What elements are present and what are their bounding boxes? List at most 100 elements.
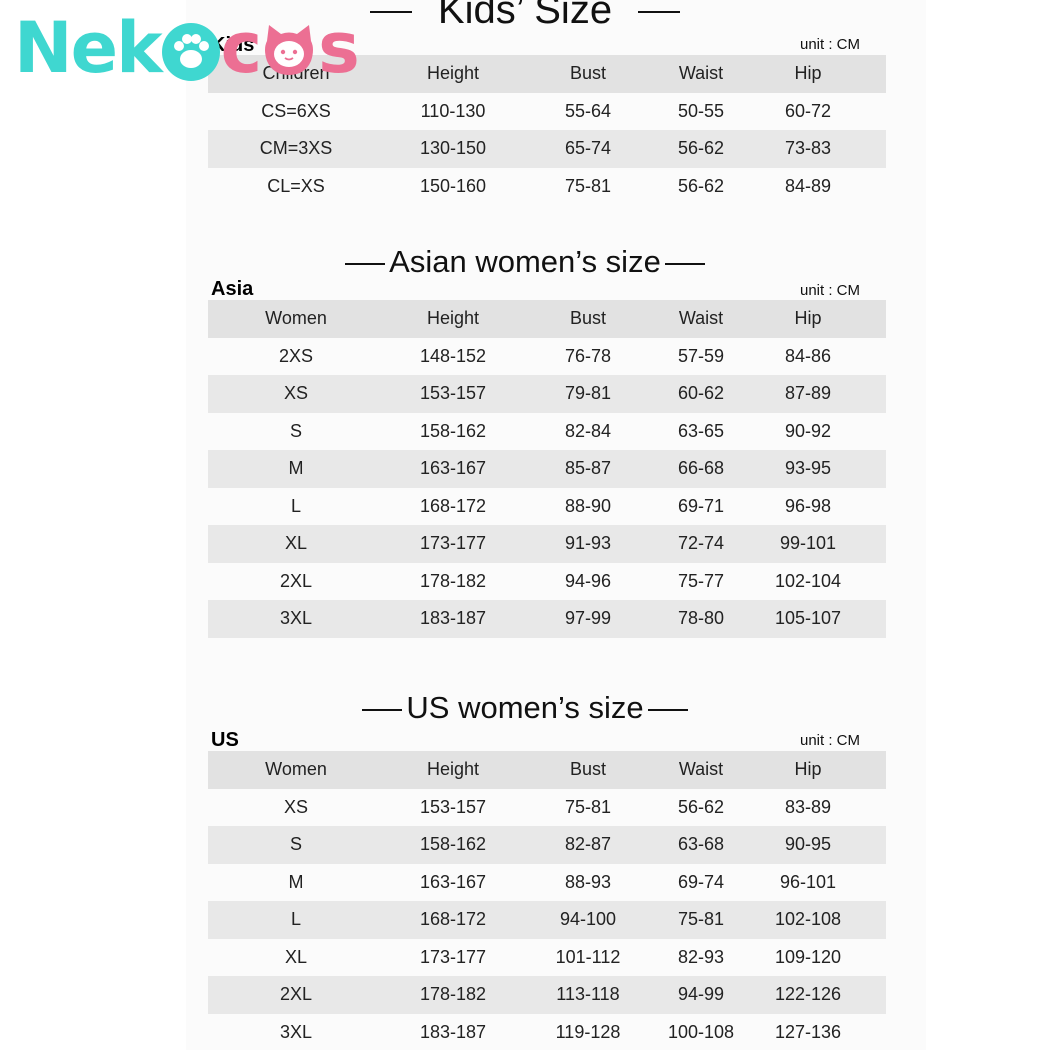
measurement-cell: 90-92 [785,413,831,451]
measurement-cell: 83-89 [785,789,831,827]
measurement-cell: 55-64 [565,93,611,131]
us-size-title: US women’s size [0,690,1050,726]
measurement-cell: 102-104 [775,563,841,601]
measurement-cell: 76-78 [565,338,611,376]
logo-text-neko: Nek [14,13,161,83]
us-unit-label: unit : CM [800,732,860,749]
measurement-cell: 100-108 [668,1014,734,1051]
measurement-cell: 82-87 [565,826,611,864]
title-dash-left [362,709,402,711]
size-cell: CL=XS [267,168,325,206]
measurement-cell: 50-55 [678,93,724,131]
title-dash-right [665,263,705,265]
measurement-cell: 94-100 [560,901,616,939]
measurement-cell: 75-77 [678,563,724,601]
measurement-cell: 78-80 [678,600,724,638]
measurement-cell: 113-118 [556,976,619,1014]
size-cell: L [291,488,301,526]
measurement-cell: 75-81 [565,168,611,206]
size-cell: 2XL [280,976,312,1014]
measurement-cell: 178-182 [420,563,486,601]
column-header: Height [427,300,479,338]
kids-unit-label: unit : CM [800,36,860,53]
size-cell: 2XS [279,338,313,376]
measurement-cell: 97-99 [565,600,611,638]
paw-icon [162,23,220,81]
us-region-label: US [211,729,239,752]
column-header: Waist [679,751,723,789]
asian-title-text: Asian women’s size [389,244,661,279]
measurement-cell: 56-62 [678,789,724,827]
measurement-cell: 85-87 [565,450,611,488]
measurement-cell: 109-120 [775,939,841,977]
measurement-cell: 87-89 [785,375,831,413]
measurement-cell: 119-128 [556,1014,621,1051]
column-header: Women [265,751,327,789]
measurement-cell: 130-150 [420,130,486,168]
measurement-cell: 178-182 [420,976,486,1014]
measurement-cell: 153-157 [420,375,486,413]
measurement-cell: 150-160 [420,168,486,206]
measurement-cell: 60-62 [678,375,724,413]
column-header: Waist [679,300,723,338]
measurement-cell: 57-59 [678,338,724,376]
measurement-cell: 99-101 [780,525,836,563]
measurement-cell: 158-162 [420,826,486,864]
title-dash-right [638,11,680,13]
size-cell: S [290,413,302,451]
measurement-cell: 84-89 [785,168,831,206]
column-header: Women [265,300,327,338]
measurement-cell: 84-86 [785,338,831,376]
measurement-cell: 173-177 [420,939,486,977]
measurement-cell: 183-187 [420,600,486,638]
measurement-cell: 63-68 [678,826,724,864]
title-dash-left [345,263,385,265]
measurement-cell: 88-93 [565,864,611,902]
measurement-cell: 79-81 [565,375,611,413]
column-header: Waist [679,55,723,93]
size-cell: XL [285,525,307,563]
title-dash-right [648,709,688,711]
size-cell: 2XL [280,563,312,601]
measurement-cell: 183-187 [420,1014,486,1051]
column-header: Hip [794,300,821,338]
measurement-cell: 168-172 [420,488,486,526]
size-cell: M [289,450,304,488]
column-header: Height [427,751,479,789]
logo-text-s: s [318,13,358,83]
us-title-text: US women’s size [406,690,643,725]
size-cell: S [290,826,302,864]
measurement-cell: 82-84 [565,413,611,451]
logo-k: k [116,7,161,89]
logo-text-c: c [221,13,261,83]
measurement-cell: 110-130 [421,93,486,131]
measurement-cell: 90-95 [785,826,831,864]
size-cell: XL [285,939,307,977]
measurement-cell: 127-136 [775,1014,841,1051]
asia-unit-label: unit : CM [800,282,860,299]
size-cell: CM=3XS [260,130,333,168]
size-cell: L [291,901,301,939]
asian-size-title: Asian women’s size [0,244,1050,280]
measurement-cell: 94-99 [678,976,724,1014]
measurement-cell: 75-81 [678,901,724,939]
table-header-row: Women Height Bust Waist Hip [208,300,886,338]
measurement-cell: 122-126 [775,976,841,1014]
measurement-cell: 148-152 [420,338,486,376]
measurement-cell: 69-74 [678,864,724,902]
column-header: Bust [570,300,606,338]
measurement-cell: 66-68 [678,450,724,488]
measurement-cell: 101-112 [556,939,621,977]
